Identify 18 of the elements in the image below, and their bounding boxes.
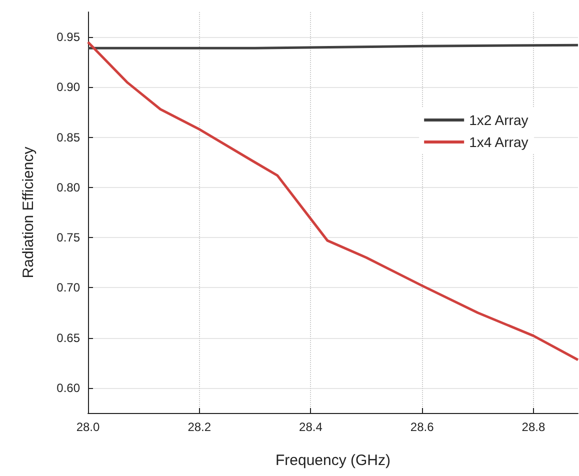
y-tick-label: 0.85 — [56, 130, 80, 144]
x-tick-label: 28.2 — [188, 420, 212, 434]
x-axis-title: Frequency (GHz) — [275, 452, 391, 469]
x-tick-label: 28.4 — [299, 420, 323, 434]
y-tick-label: 0.90 — [56, 80, 80, 94]
y-tick-label: 0.65 — [56, 330, 80, 345]
line-series — [86, 40, 579, 362]
y-tick-label: 0.80 — [56, 180, 80, 194]
x-tick-label: 28.8 — [522, 420, 546, 434]
x-tick-label: 28.0 — [76, 420, 100, 434]
y-tick-label: 0.60 — [56, 380, 80, 395]
y-tick-label: 0.70 — [56, 280, 80, 295]
legend-label: 1x2 Array — [469, 112, 528, 128]
y-tick-label: 0.75 — [56, 230, 80, 245]
y-tick-label: 0.95 — [56, 30, 80, 44]
y-axis-title: Radiation Efficiency — [20, 146, 37, 278]
x-tick-label: 28.6 — [410, 420, 434, 434]
legend-label: 1x4 Array — [469, 134, 528, 150]
